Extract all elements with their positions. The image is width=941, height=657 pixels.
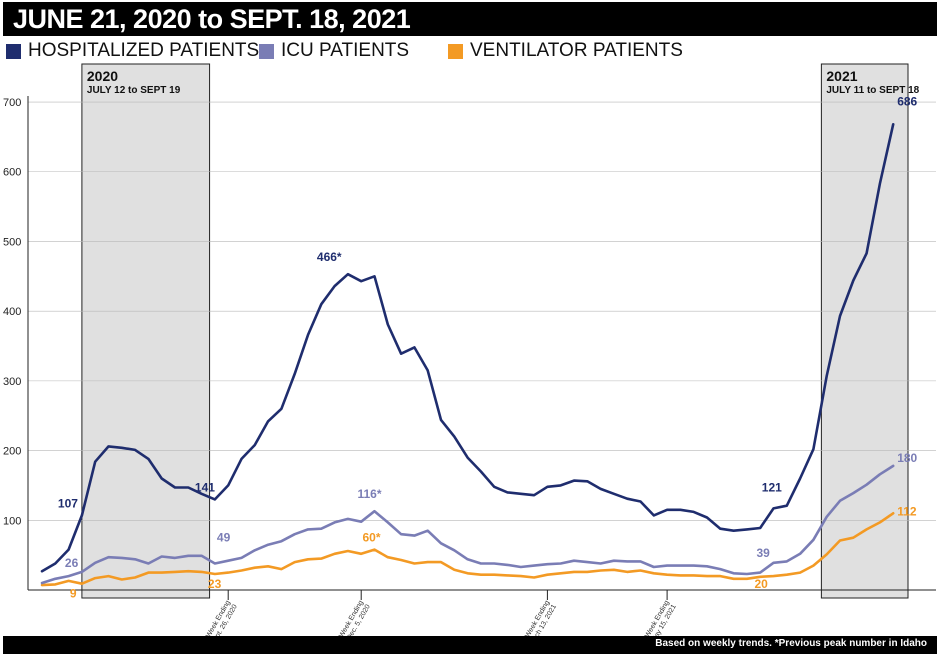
highlight-box-2020	[81, 63, 211, 599]
highlight-subtitle-2020: JULY 12 to SEPT 19	[87, 85, 181, 96]
title-bar: JUNE 21, 2020 to SEPT. 18, 2021	[3, 2, 937, 36]
y-tick-label-700: 700	[3, 97, 21, 109]
data-label-icu-patients-3: 26	[65, 556, 79, 570]
series-line-icu-patients	[40, 464, 895, 585]
data-label-icu-patients-55: 39	[757, 546, 771, 560]
footer-bar: Based on weekly trends. *Previous peak n…	[3, 636, 937, 654]
data-label-hospitalized-patients-3: 107	[58, 496, 78, 510]
data-label-hospitalized-patients-56: 121	[762, 481, 782, 495]
data-label-ventilator-patients-3: 9	[70, 587, 77, 601]
highlight-subtitle-2021: JULY 11 to SEPT 18	[826, 85, 919, 96]
legend-item-icu: ICU PATIENTS	[259, 40, 409, 62]
legend-swatch-hospitalized	[6, 43, 21, 59]
data-label-icu-patients-13: 49	[217, 531, 231, 545]
y-tick-label-200: 200	[3, 446, 21, 458]
data-label-hospitalized-patients-23: 466*	[317, 250, 342, 264]
highlight-title-2021: 2021	[826, 68, 857, 84]
highlight-title-2020: 2020	[87, 68, 118, 84]
legend-swatch-icu	[259, 43, 274, 59]
y-tick-label-500: 500	[3, 236, 21, 248]
data-label-hospitalized-patients-13: 141	[195, 480, 215, 494]
highlight-box-2021	[820, 63, 909, 599]
data-label-hospitalized-patients-64: 686	[897, 94, 917, 108]
series-line-ventilator-patients	[40, 511, 895, 587]
data-label-icu-patients-25: 116*	[358, 487, 382, 501]
legend-swatch-ventilator	[448, 43, 463, 59]
y-tick-label-400: 400	[3, 306, 21, 318]
data-label-ventilator-patients-25: 60*	[363, 531, 381, 545]
legend-label-icu: ICU PATIENTS	[281, 40, 410, 61]
legend-label-ventilator: VENTILATOR PATIENTS	[470, 40, 683, 61]
chart-title: JUNE 21, 2020 to SEPT. 18, 2021	[13, 4, 411, 34]
y-tick-label-100: 100	[3, 515, 21, 527]
data-label-icu-patients-64: 180	[897, 451, 917, 465]
legend-label-hospitalized: HOSPITALIZED PATIENTS	[28, 40, 260, 61]
footnote: Based on weekly trends. *Previous peak n…	[655, 638, 927, 649]
series-line-hospitalized-patients	[40, 123, 895, 573]
legend-item-ventilator: VENTILATOR PATIENTS	[448, 40, 683, 62]
data-label-ventilator-patients-64: 112	[897, 504, 917, 518]
data-label-ventilator-patients-13: 23	[208, 577, 222, 591]
y-tick-label-600: 600	[3, 167, 21, 179]
y-tick-label-300: 300	[3, 376, 21, 388]
data-label-ventilator-patients-55: 20	[755, 577, 769, 591]
legend-item-hospitalized: HOSPITALIZED PATIENTS	[6, 40, 259, 62]
legend: HOSPITALIZED PATIENTS ICU PATIENTS VENTI…	[0, 40, 941, 64]
